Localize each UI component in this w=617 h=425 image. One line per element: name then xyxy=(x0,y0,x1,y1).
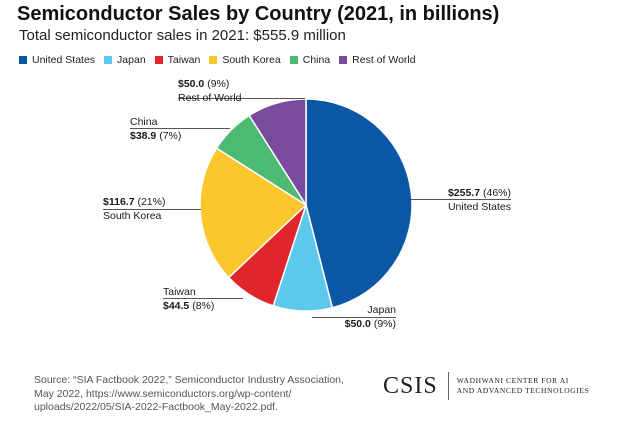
chart-subtitle: Total semiconductor sales in 2021: $555.… xyxy=(19,27,346,44)
leader-line-united-states xyxy=(411,199,511,200)
leader-line-taiwan xyxy=(163,298,243,299)
slice-label-taiwan: Taiwan $44.5 (8%) xyxy=(163,285,214,313)
slice-value-line: $116.7 (21%) xyxy=(103,195,165,209)
pie-slice-united-states xyxy=(305,98,413,309)
legend-swatch xyxy=(209,56,218,64)
legend-label: South Korea xyxy=(222,54,281,66)
slice-name: Rest of World xyxy=(178,92,242,104)
slice-value: $38.9 xyxy=(130,130,157,142)
slice-name: China xyxy=(130,116,158,128)
slice-name: South Korea xyxy=(103,210,162,222)
slice-value-line: $255.7 (46%) xyxy=(441,186,511,200)
slice-value: $50.0 xyxy=(344,318,371,330)
slice-percent: (21%) xyxy=(137,196,166,208)
legend-item-south-korea: South Korea xyxy=(209,54,281,66)
leader-line-japan xyxy=(312,317,396,318)
legend-label: Taiwan xyxy=(167,54,201,66)
pie-slice-rest-of-world xyxy=(248,98,307,208)
logo-divider xyxy=(447,372,449,400)
slice-name: Taiwan xyxy=(163,286,196,298)
legend-item-japan: Japan xyxy=(104,54,146,66)
slice-value: $50.0 xyxy=(178,78,205,90)
chart-title: Semiconductor Sales by Country (2021, in… xyxy=(17,3,500,25)
slice-label-china: China $38.9 (7%) xyxy=(130,115,181,143)
slice-value-line: $50.0 (9%) xyxy=(178,77,241,91)
legend-item-taiwan: Taiwan xyxy=(154,54,201,66)
legend-item-china: China xyxy=(289,54,331,66)
logo-wordmark: CSIS xyxy=(383,372,438,399)
csis-logo: CSIS WADHWANI CENTER FOR AI AND ADVANCED… xyxy=(383,372,589,400)
slice-percent: (9%) xyxy=(373,318,396,330)
legend-swatch xyxy=(154,56,163,64)
legend-label: Rest of World xyxy=(352,54,416,66)
slice-value: $44.5 xyxy=(163,300,190,312)
slice-percent: (46%) xyxy=(482,187,511,199)
slice-label-japan: Japan $50.0 (9%) xyxy=(341,303,396,331)
slice-name: United States xyxy=(447,201,511,213)
slice-value: $255.7 xyxy=(447,187,481,199)
slice-label-south-korea: $116.7 (21%) South Korea xyxy=(103,195,165,223)
slice-value-line: $38.9 (7%) xyxy=(130,129,181,143)
legend-label: Japan xyxy=(117,54,146,66)
slice-value-line: $44.5 (8%) xyxy=(163,299,214,313)
slice-value-line: $50.0 (9%) xyxy=(341,317,396,331)
source-note: Source: “SIA Factbook 2022,” Semiconduct… xyxy=(34,374,344,413)
legend-swatch xyxy=(289,56,298,64)
slice-label-united-states: $255.7 (46%) United States xyxy=(441,186,511,214)
legend-item-united-states: United States xyxy=(19,54,95,66)
legend-swatch xyxy=(104,56,113,64)
pie-slice-south-korea xyxy=(199,147,308,279)
slice-name: Japan xyxy=(367,304,396,316)
leader-line-china xyxy=(130,128,230,129)
legend-swatch xyxy=(339,56,348,64)
slice-percent: (7%) xyxy=(159,130,182,142)
legend-swatch xyxy=(19,56,27,64)
chart-legend: United States Japan Taiwan South Korea C… xyxy=(19,53,416,67)
leader-line-rest-of-world xyxy=(178,98,305,99)
legend-label: United States xyxy=(32,54,96,66)
slice-percent: (8%) xyxy=(192,300,215,312)
logo-subtitle: WADHWANI CENTER FOR AI AND ADVANCED TECH… xyxy=(456,376,590,395)
slice-value: $116.7 xyxy=(103,196,135,208)
leader-line-south-korea xyxy=(103,209,201,210)
slice-label-rest-of-world: $50.0 (9%) Rest of World xyxy=(178,77,241,105)
slice-percent: (9%) xyxy=(207,78,230,90)
legend-item-rest-of-world: Rest of World xyxy=(339,54,416,66)
legend-label: China xyxy=(302,54,331,66)
